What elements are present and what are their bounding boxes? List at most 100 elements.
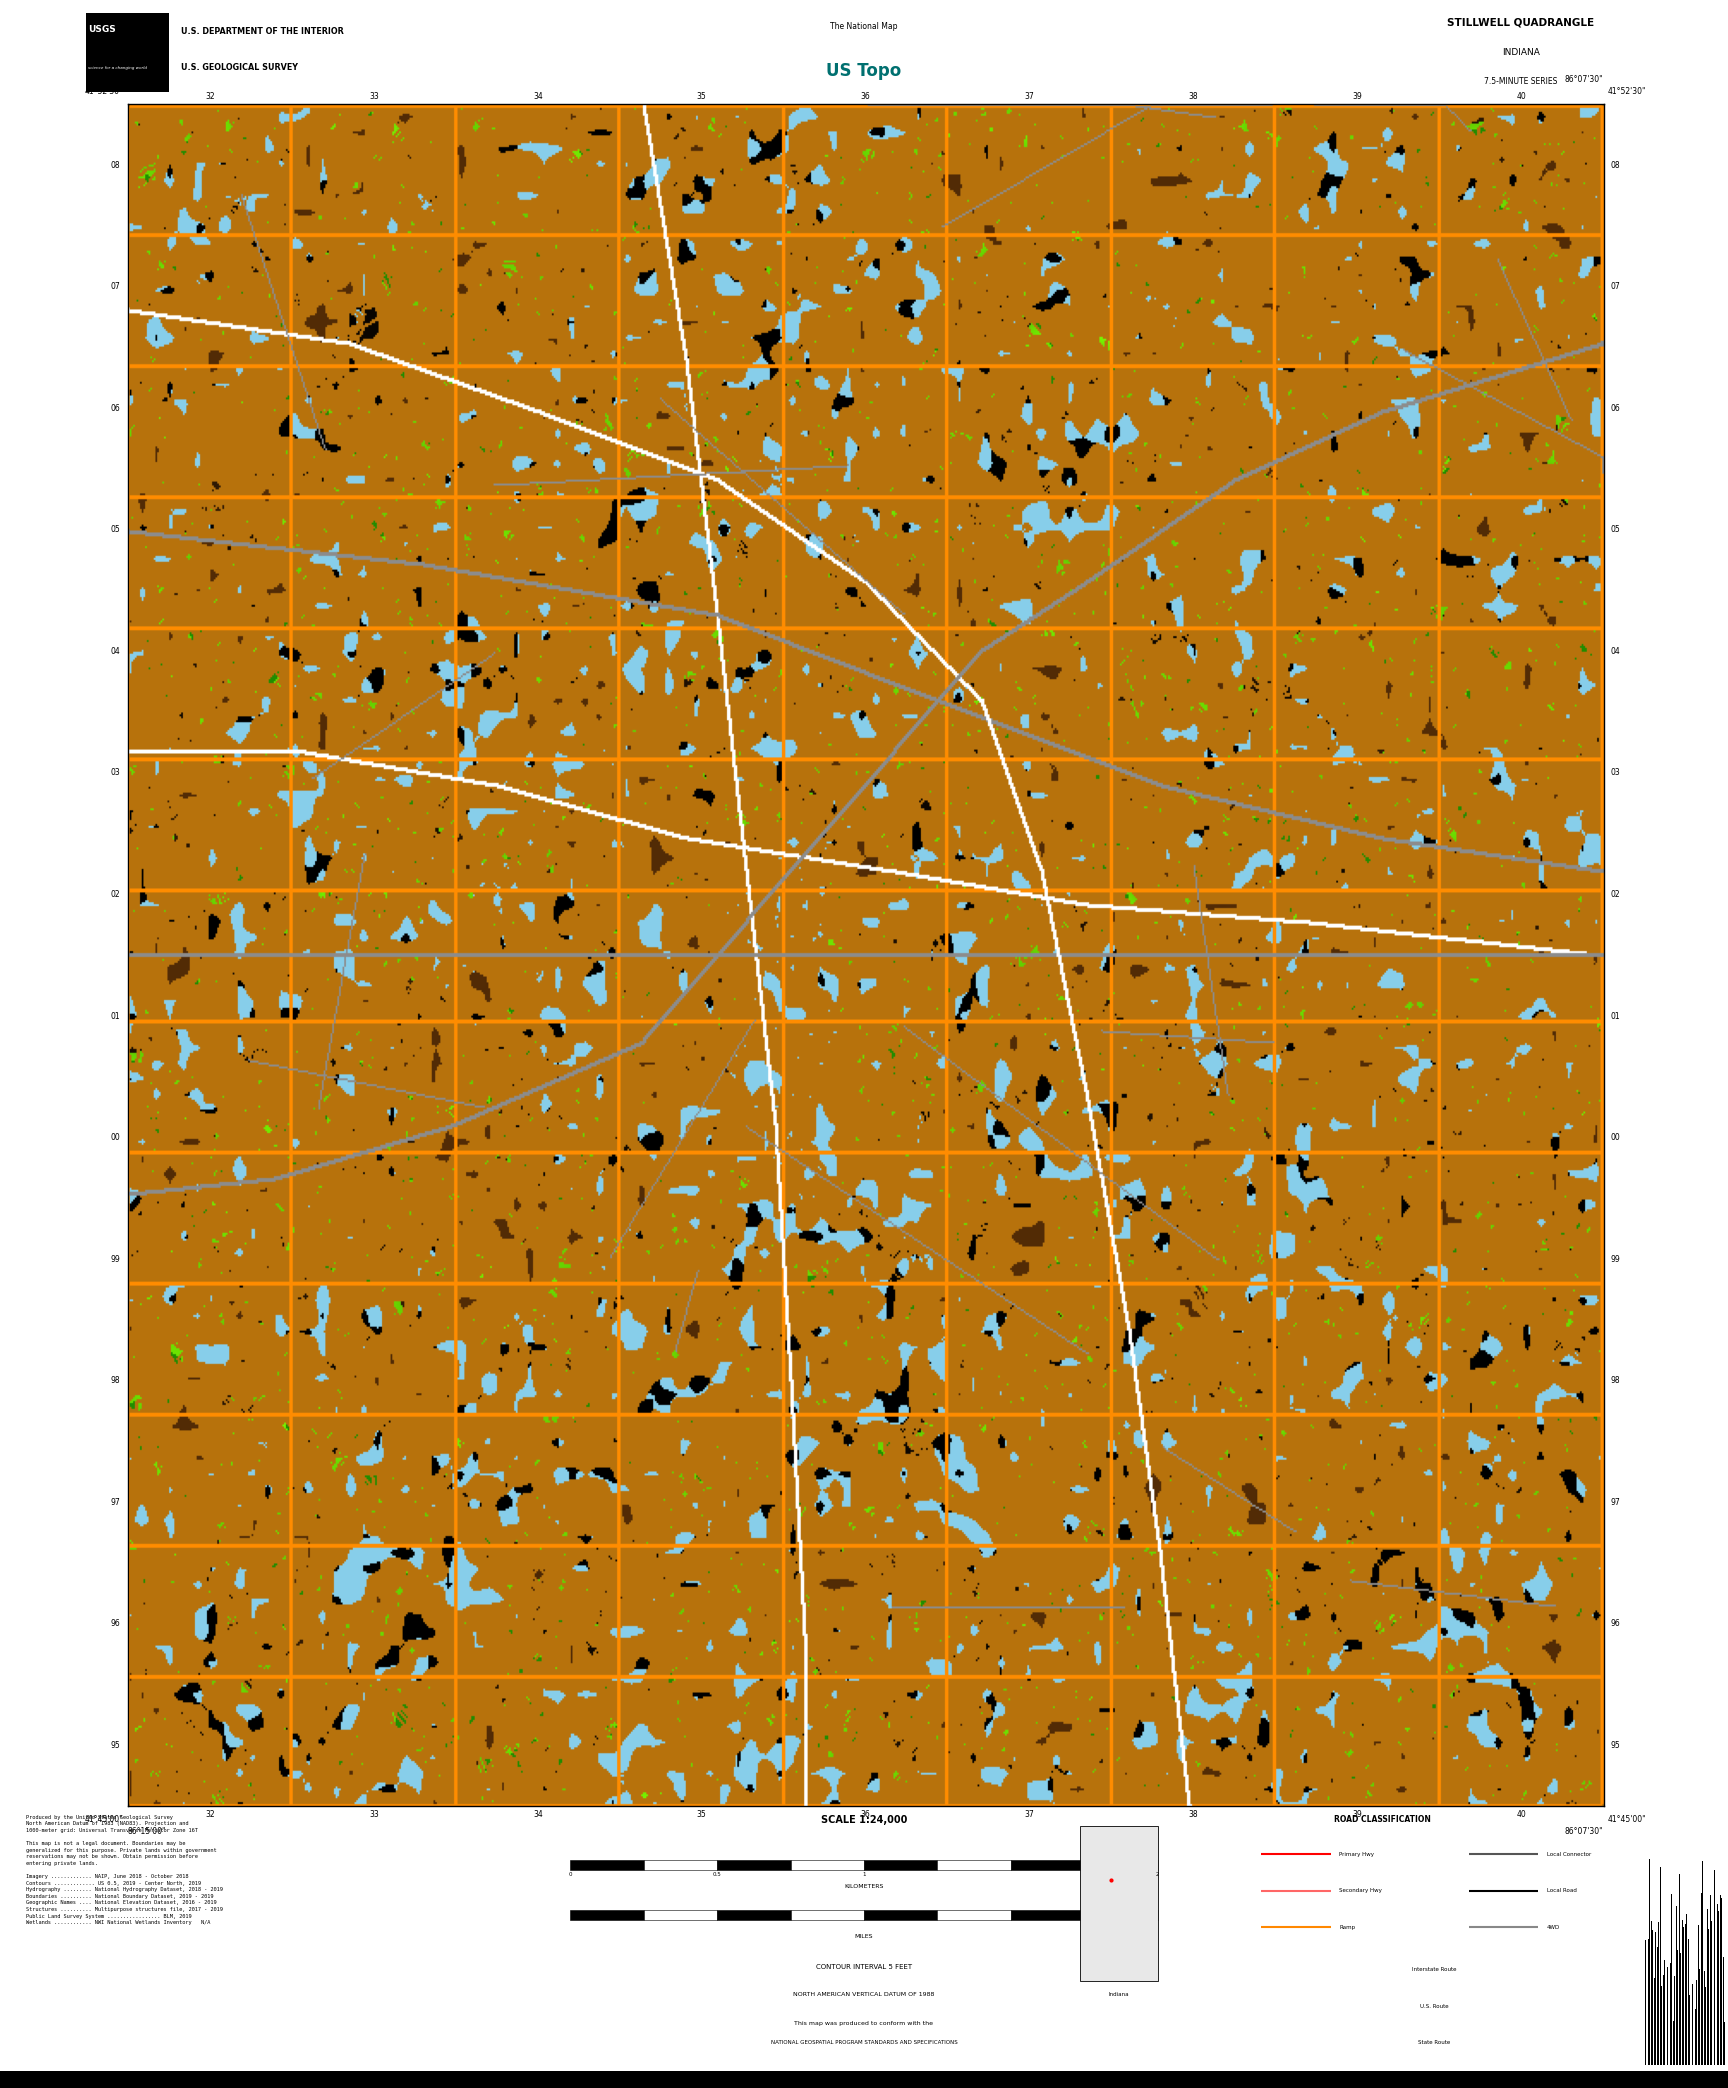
Text: 37: 37 [1025, 92, 1035, 100]
Text: 39: 39 [1353, 1810, 1362, 1819]
Text: 98: 98 [1610, 1376, 1621, 1384]
Text: 39: 39 [1353, 92, 1362, 100]
Text: Local Road: Local Road [1547, 1888, 1576, 1894]
Text: 06: 06 [111, 403, 121, 413]
Text: 00: 00 [1610, 1134, 1621, 1142]
Text: 86°07'30": 86°07'30" [1566, 1827, 1604, 1835]
Text: 38: 38 [1189, 92, 1199, 100]
Text: 96: 96 [1610, 1620, 1621, 1629]
Text: 41°52'30": 41°52'30" [85, 88, 123, 96]
Bar [643, 1860, 717, 1869]
Bar [570, 1911, 643, 1921]
Bar [937, 1860, 1011, 1869]
Text: 06: 06 [1610, 403, 1621, 413]
Text: INDIANA: INDIANA [1502, 48, 1540, 56]
Text: 34: 34 [532, 1810, 543, 1819]
Text: 36: 36 [861, 92, 871, 100]
Text: Secondary Hwy: Secondary Hwy [1339, 1888, 1382, 1894]
Text: 32: 32 [206, 1810, 214, 1819]
Text: 97: 97 [111, 1497, 121, 1508]
Text: 08: 08 [111, 161, 121, 169]
Text: STILLWELL QUADRANGLE: STILLWELL QUADRANGLE [1446, 19, 1595, 27]
Text: Ramp: Ramp [1339, 1925, 1355, 1929]
Text: 7.5-MINUTE SERIES: 7.5-MINUTE SERIES [1484, 77, 1557, 86]
Text: 4WD: 4WD [1547, 1925, 1560, 1929]
Text: State Route: State Route [1419, 2040, 1450, 2046]
Text: 35: 35 [696, 92, 707, 100]
Text: U.S. GEOLOGICAL SURVEY: U.S. GEOLOGICAL SURVEY [181, 63, 299, 73]
Bar [570, 1860, 643, 1869]
Text: CONTOUR INTERVAL 5 FEET: CONTOUR INTERVAL 5 FEET [816, 1965, 912, 1969]
Text: 33: 33 [370, 1810, 378, 1819]
Text: MILES: MILES [855, 1933, 873, 1940]
Text: 04: 04 [111, 647, 121, 656]
Text: 86°15'00": 86°15'00" [128, 1827, 166, 1835]
Text: 2: 2 [1156, 1873, 1159, 1877]
Bar [791, 1911, 864, 1921]
Text: 08: 08 [1610, 161, 1621, 169]
Bar [717, 1911, 791, 1921]
Text: 33: 33 [370, 92, 378, 100]
Text: 34: 34 [532, 92, 543, 100]
Text: 95: 95 [111, 1741, 121, 1750]
Text: 07: 07 [1610, 282, 1621, 290]
Text: 04: 04 [1610, 647, 1621, 656]
Text: 35: 35 [696, 1810, 707, 1819]
Bar [937, 1911, 1011, 1921]
Text: 40: 40 [1517, 1810, 1526, 1819]
Text: 38: 38 [1189, 1810, 1199, 1819]
Bar [864, 1860, 937, 1869]
Bar [864, 1911, 937, 1921]
Text: 03: 03 [111, 768, 121, 777]
Text: SCALE 1:24,000: SCALE 1:24,000 [821, 1814, 907, 1825]
Text: U.S. Route: U.S. Route [1420, 2004, 1448, 2009]
Text: The National Map: The National Map [829, 21, 899, 31]
Text: 03: 03 [1610, 768, 1621, 777]
Bar [1080, 1825, 1158, 1982]
Text: Local Connector: Local Connector [1547, 1852, 1591, 1856]
Text: 01: 01 [1610, 1011, 1621, 1021]
Text: ROAD CLASSIFICATION: ROAD CLASSIFICATION [1334, 1814, 1431, 1823]
Text: NATIONAL GEOSPATIAL PROGRAM STANDARDS AND SPECIFICATIONS: NATIONAL GEOSPATIAL PROGRAM STANDARDS AN… [771, 2040, 957, 2046]
Text: 0.5: 0.5 [712, 1873, 722, 1877]
Text: 05: 05 [111, 526, 121, 535]
Bar [717, 1860, 791, 1869]
Text: Produced by the United States Geological Survey
North American Datum of 1983 (NA: Produced by the United States Geological… [26, 1814, 223, 1925]
Text: 01: 01 [111, 1011, 121, 1021]
Bar [1085, 1860, 1158, 1869]
Text: 37: 37 [1025, 1810, 1035, 1819]
Text: This map was produced to conform with the: This map was produced to conform with th… [795, 2021, 933, 2025]
Bar [1011, 1911, 1085, 1921]
Text: 00: 00 [111, 1134, 121, 1142]
Text: science for a changing world: science for a changing world [88, 67, 147, 69]
Text: 96: 96 [111, 1620, 121, 1629]
Text: 36: 36 [861, 1810, 871, 1819]
Text: US Topo: US Topo [826, 63, 902, 79]
Text: U.S. DEPARTMENT OF THE INTERIOR: U.S. DEPARTMENT OF THE INTERIOR [181, 27, 344, 35]
Text: Interstate Route: Interstate Route [1412, 1967, 1457, 1971]
Text: 99: 99 [1610, 1255, 1621, 1263]
Text: 98: 98 [111, 1376, 121, 1384]
Bar [791, 1860, 864, 1869]
Text: 95: 95 [1610, 1741, 1621, 1750]
Text: USGS: USGS [88, 25, 116, 33]
Text: 99: 99 [111, 1255, 121, 1263]
Text: Indiana: Indiana [1109, 1992, 1128, 1996]
Text: 02: 02 [1610, 889, 1621, 900]
Text: 0: 0 [569, 1873, 572, 1877]
Bar [1085, 1911, 1158, 1921]
Bar [0, 2071, 1728, 2088]
Text: 86°15'00": 86°15'00" [128, 75, 166, 84]
Text: 41°45'00": 41°45'00" [1609, 1814, 1647, 1823]
Text: NORTH AMERICAN VERTICAL DATUM OF 1988: NORTH AMERICAN VERTICAL DATUM OF 1988 [793, 1992, 935, 1998]
Text: 86°07'30": 86°07'30" [1566, 75, 1604, 84]
Text: Primary Hwy: Primary Hwy [1339, 1852, 1374, 1856]
Text: 32: 32 [206, 92, 214, 100]
Text: 97: 97 [1610, 1497, 1621, 1508]
Text: 05: 05 [1610, 526, 1621, 535]
Text: 1: 1 [862, 1873, 866, 1877]
Bar [643, 1911, 717, 1921]
Text: 07: 07 [111, 282, 121, 290]
Text: 02: 02 [111, 889, 121, 900]
Bar [86, 13, 169, 92]
